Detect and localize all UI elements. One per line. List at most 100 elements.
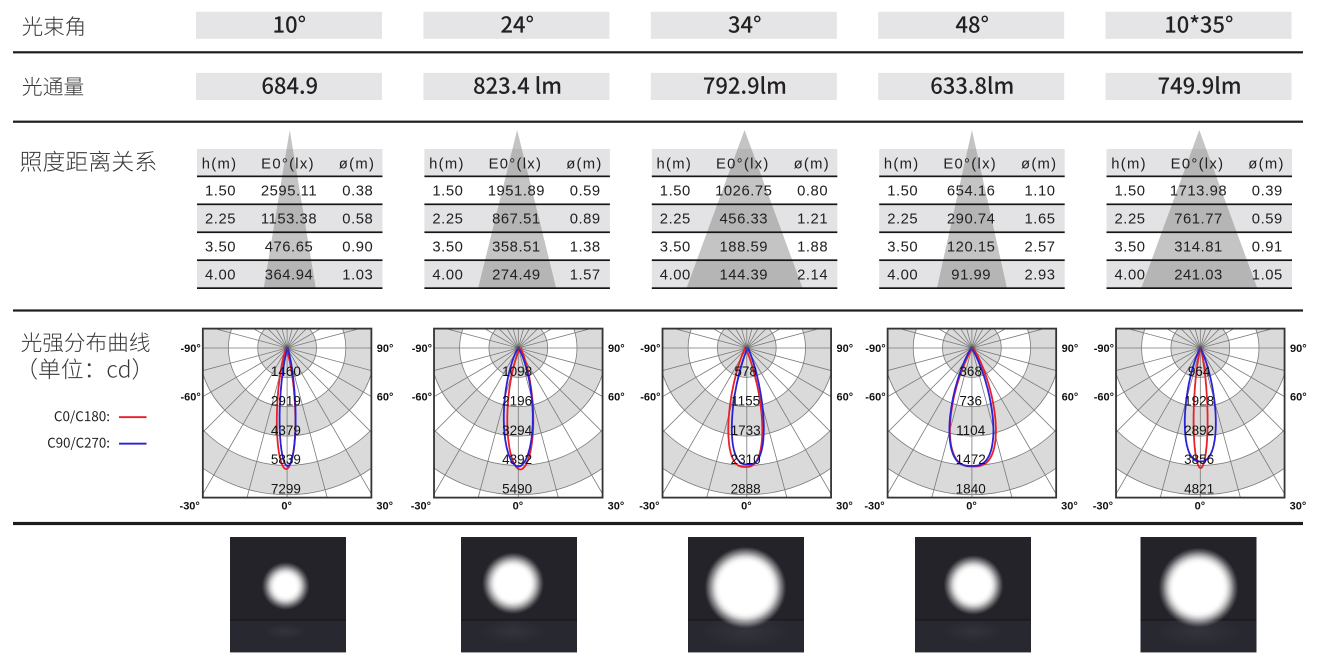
svg-text:368: 368 [959,364,982,379]
svg-text:3294: 3294 [502,423,533,438]
svg-text:314.81: 314.81 [1174,239,1223,255]
svg-text:2.25: 2.25 [660,212,691,228]
svg-text:2.57: 2.57 [1025,239,1056,255]
svg-text:30°: 30° [1290,501,1307,513]
svg-text:-60°: -60° [412,391,432,403]
svg-text:h(m): h(m) [884,156,920,172]
svg-text:3.50: 3.50 [1115,239,1146,255]
svg-text:4821: 4821 [1184,481,1214,496]
svg-text:2.25: 2.25 [1115,212,1146,228]
svg-text:-30°: -30° [411,501,431,513]
svg-text:188.59: 188.59 [720,239,769,255]
svg-text:1155: 1155 [731,393,760,408]
svg-text:2595.11: 2595.11 [261,184,317,200]
svg-text:1472: 1472 [956,452,986,467]
svg-text:4.00: 4.00 [205,267,236,283]
svg-text:1.88: 1.88 [797,239,828,255]
svg-text:3856: 3856 [1184,452,1214,467]
svg-text:h(m): h(m) [429,156,465,172]
svg-text:0.91: 0.91 [1252,239,1283,255]
svg-text:4.00: 4.00 [660,267,691,283]
svg-text:1951.89: 1951.89 [488,184,545,200]
svg-text:30°: 30° [608,501,625,513]
svg-text:-90°: -90° [412,343,432,355]
svg-text:1733: 1733 [731,423,761,438]
svg-text:90°: 90° [1290,343,1307,355]
svg-text:3.50: 3.50 [660,239,691,255]
svg-text:0.59: 0.59 [1252,212,1283,228]
svg-text:90°: 90° [377,343,394,355]
svg-text:60°: 60° [1290,391,1307,403]
svg-text:2.25: 2.25 [205,212,236,228]
svg-text:0.89: 0.89 [570,212,601,228]
svg-text:-30°: -30° [1093,501,1113,513]
svg-text:1.03: 1.03 [342,267,373,283]
svg-text:358.51: 358.51 [492,239,541,255]
svg-text:-60°: -60° [181,391,201,403]
svg-text:4392: 4392 [502,452,532,467]
svg-text:60°: 60° [608,391,625,403]
svg-text:736: 736 [959,393,982,408]
svg-text:h(m): h(m) [656,156,692,172]
svg-text:5490: 5490 [502,481,532,496]
svg-text:1104: 1104 [956,423,986,438]
svg-text:1928: 1928 [1184,393,1214,408]
svg-text:30°: 30° [1061,501,1078,513]
svg-text:274.49: 274.49 [492,267,541,283]
svg-text:3.50: 3.50 [432,239,463,255]
svg-text:2.25: 2.25 [432,212,463,228]
svg-text:1840: 1840 [956,481,986,496]
svg-text:120.15: 120.15 [947,239,996,255]
svg-text:-90°: -90° [181,343,201,355]
svg-text:0.39: 0.39 [1252,184,1283,200]
svg-text:1098: 1098 [502,364,532,379]
svg-text:0.90: 0.90 [342,239,373,255]
svg-text:-60°: -60° [865,391,885,403]
svg-text:60°: 60° [377,391,394,403]
svg-text:1.50: 1.50 [1115,184,1146,200]
svg-text:h(m): h(m) [202,156,238,172]
svg-text:60°: 60° [1062,391,1079,403]
svg-text:1.57: 1.57 [570,267,601,283]
svg-text:ø(m): ø(m) [1248,156,1284,172]
svg-text:0.38: 0.38 [342,184,373,200]
svg-text:867.51: 867.51 [492,212,541,228]
svg-text:0.80: 0.80 [797,184,828,200]
svg-text:578: 578 [734,364,757,379]
svg-text:3.50: 3.50 [205,239,236,255]
svg-text:0°: 0° [513,501,524,513]
svg-text:241.03: 241.03 [1174,267,1223,283]
svg-text:364.94: 364.94 [265,267,314,283]
svg-text:1.50: 1.50 [205,184,236,200]
svg-text:60°: 60° [836,391,853,403]
svg-text:E0°(lx): E0°(lx) [716,156,770,172]
svg-text:456.33: 456.33 [720,212,769,228]
svg-text:4.00: 4.00 [887,267,918,283]
svg-text:5839: 5839 [271,452,301,467]
svg-text:1.10: 1.10 [1025,184,1056,200]
svg-text:1.50: 1.50 [660,184,691,200]
svg-text:91.99: 91.99 [951,267,991,283]
svg-text:2.14: 2.14 [797,267,828,283]
svg-text:3.50: 3.50 [887,239,918,255]
svg-text:0°: 0° [281,501,292,513]
svg-text:2.25: 2.25 [887,212,918,228]
svg-text:2892: 2892 [1184,423,1214,438]
svg-text:-30°: -30° [864,501,884,513]
svg-text:2310: 2310 [731,452,761,467]
svg-text:2.93: 2.93 [1025,267,1056,283]
svg-text:761.77: 761.77 [1174,212,1223,228]
svg-text:1.65: 1.65 [1025,212,1056,228]
svg-text:144.39: 144.39 [720,267,769,283]
svg-text:7299: 7299 [271,481,301,496]
svg-text:30°: 30° [836,501,853,513]
svg-text:-60°: -60° [640,391,660,403]
svg-text:-30°: -30° [180,501,200,513]
svg-text:2196: 2196 [502,393,532,408]
svg-text:1026.75: 1026.75 [715,184,772,200]
svg-text:1.38: 1.38 [570,239,601,255]
svg-text:90°: 90° [608,343,625,355]
svg-text:-90°: -90° [1094,343,1114,355]
svg-text:-30°: -30° [639,501,659,513]
svg-text:30°: 30° [376,501,393,513]
